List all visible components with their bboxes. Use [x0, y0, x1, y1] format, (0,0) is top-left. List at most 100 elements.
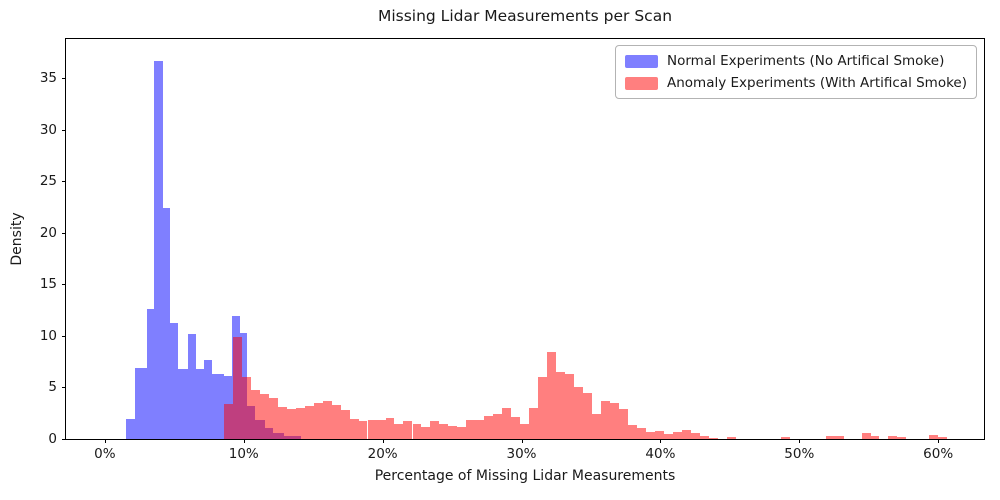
x-tick-mark — [243, 439, 245, 443]
histogram-bar — [178, 368, 189, 439]
y-tick-label: 20 — [39, 224, 57, 241]
histogram-bar — [466, 419, 476, 439]
y-tick-mark — [62, 387, 66, 389]
anomaly-series-layer — [66, 39, 984, 439]
histogram-bar — [188, 333, 197, 439]
x-tick-mark — [104, 439, 106, 443]
histogram-bar — [277, 407, 287, 439]
y-tick-label: 0 — [48, 431, 57, 447]
x-tick-mark — [660, 439, 662, 443]
histogram-bar — [888, 436, 898, 439]
histogram-bar — [196, 368, 205, 439]
histogram-bar — [134, 367, 147, 439]
histogram-bar — [146, 309, 155, 439]
histogram-bar — [484, 415, 494, 439]
histogram-bar — [295, 408, 305, 439]
x-tick-mark — [938, 439, 940, 443]
legend-swatch — [625, 54, 658, 68]
legend-item: Normal Experiments (No Artifical Smoke) — [625, 53, 967, 69]
histogram-bar — [645, 431, 655, 439]
histogram-bar — [439, 424, 449, 439]
histogram-bar — [609, 402, 619, 439]
x-tick-label: 30% — [506, 446, 537, 462]
histogram-bar — [457, 427, 467, 439]
histogram-bar — [870, 435, 880, 439]
histogram-bar — [126, 419, 135, 439]
y-tick-mark — [62, 232, 66, 234]
histogram-bar — [547, 352, 557, 439]
histogram-bar — [259, 394, 269, 439]
histogram-bar — [493, 414, 503, 439]
histogram-bar — [511, 417, 521, 439]
y-tick-label: 5 — [48, 379, 57, 396]
histogram-bar — [502, 408, 512, 439]
y-tick-mark — [62, 181, 66, 183]
histogram-bar — [448, 425, 458, 439]
histogram-bar — [358, 420, 368, 439]
histogram-bar — [708, 437, 718, 439]
x-tick-label: 40% — [645, 446, 676, 462]
y-tick-mark — [62, 284, 66, 286]
histogram-bar — [394, 423, 404, 439]
histogram-bar — [861, 433, 871, 439]
histogram-bar — [313, 402, 323, 439]
histogram-bar — [628, 425, 637, 439]
histogram-bar — [699, 436, 709, 439]
plot-area: Normal Experiments (No Artifical Smoke) A… — [40, 38, 985, 462]
histogram-bar — [574, 387, 584, 439]
x-tick-label: 10% — [228, 446, 259, 462]
histogram-bar — [529, 408, 539, 439]
legend-swatch — [625, 76, 658, 90]
x-tick-mark — [799, 439, 801, 443]
histogram-bar — [619, 409, 629, 439]
y-tick-label: 25 — [39, 173, 57, 190]
histogram-bar — [556, 372, 566, 439]
histogram-bar — [331, 404, 341, 439]
histogram-bar — [340, 410, 350, 439]
histogram-bar — [250, 389, 260, 439]
histogram-bar — [520, 423, 530, 439]
histogram-bar — [212, 374, 225, 439]
y-tick-label: 30 — [39, 121, 57, 138]
y-axis-label: Density — [9, 212, 25, 266]
y-tick-label: 15 — [39, 276, 57, 293]
histogram-bar — [421, 427, 431, 439]
y-tick-mark — [62, 129, 66, 131]
y-tick-mark — [62, 78, 66, 80]
histogram-bar — [897, 436, 907, 439]
legend-label: Anomaly Experiments (With Artifical Smok… — [667, 75, 967, 91]
legend-label: Normal Experiments (No Artifical Smoke) — [667, 53, 945, 69]
histogram-bar — [601, 400, 610, 439]
histogram-bar — [241, 377, 251, 439]
legend-item: Anomaly Experiments (With Artifical Smok… — [625, 75, 967, 91]
y-tick-mark — [62, 439, 66, 440]
y-tick-label: 35 — [39, 70, 57, 87]
histogram-bar — [780, 437, 790, 439]
histogram-bar — [475, 420, 485, 439]
histogram-bar — [162, 208, 171, 439]
y-tick-mark — [62, 335, 66, 337]
histogram-bar — [268, 397, 278, 439]
histogram-bar — [663, 433, 673, 439]
x-tick-mark — [521, 439, 523, 443]
histogram-bar — [232, 336, 242, 439]
histogram-bar — [726, 437, 736, 439]
histogram-bar — [681, 429, 691, 439]
legend: Normal Experiments (No Artifical Smoke) A… — [615, 45, 977, 99]
histogram-bar — [286, 409, 296, 439]
x-tick-label: 20% — [367, 446, 398, 462]
histogram-bar — [565, 374, 575, 439]
histogram-bar — [304, 406, 314, 439]
histogram-bar — [412, 423, 422, 439]
histogram-bar — [592, 414, 602, 439]
histogram-bar — [430, 421, 440, 439]
histogram-bar — [538, 377, 548, 439]
histogram-bar — [223, 403, 233, 439]
histogram-bar — [322, 400, 332, 439]
histogram-bar — [154, 60, 163, 439]
histogram-bar — [672, 432, 682, 439]
histogram-bar — [376, 420, 386, 439]
y-tick-label: 10 — [39, 327, 57, 344]
histogram-bar — [367, 419, 377, 439]
